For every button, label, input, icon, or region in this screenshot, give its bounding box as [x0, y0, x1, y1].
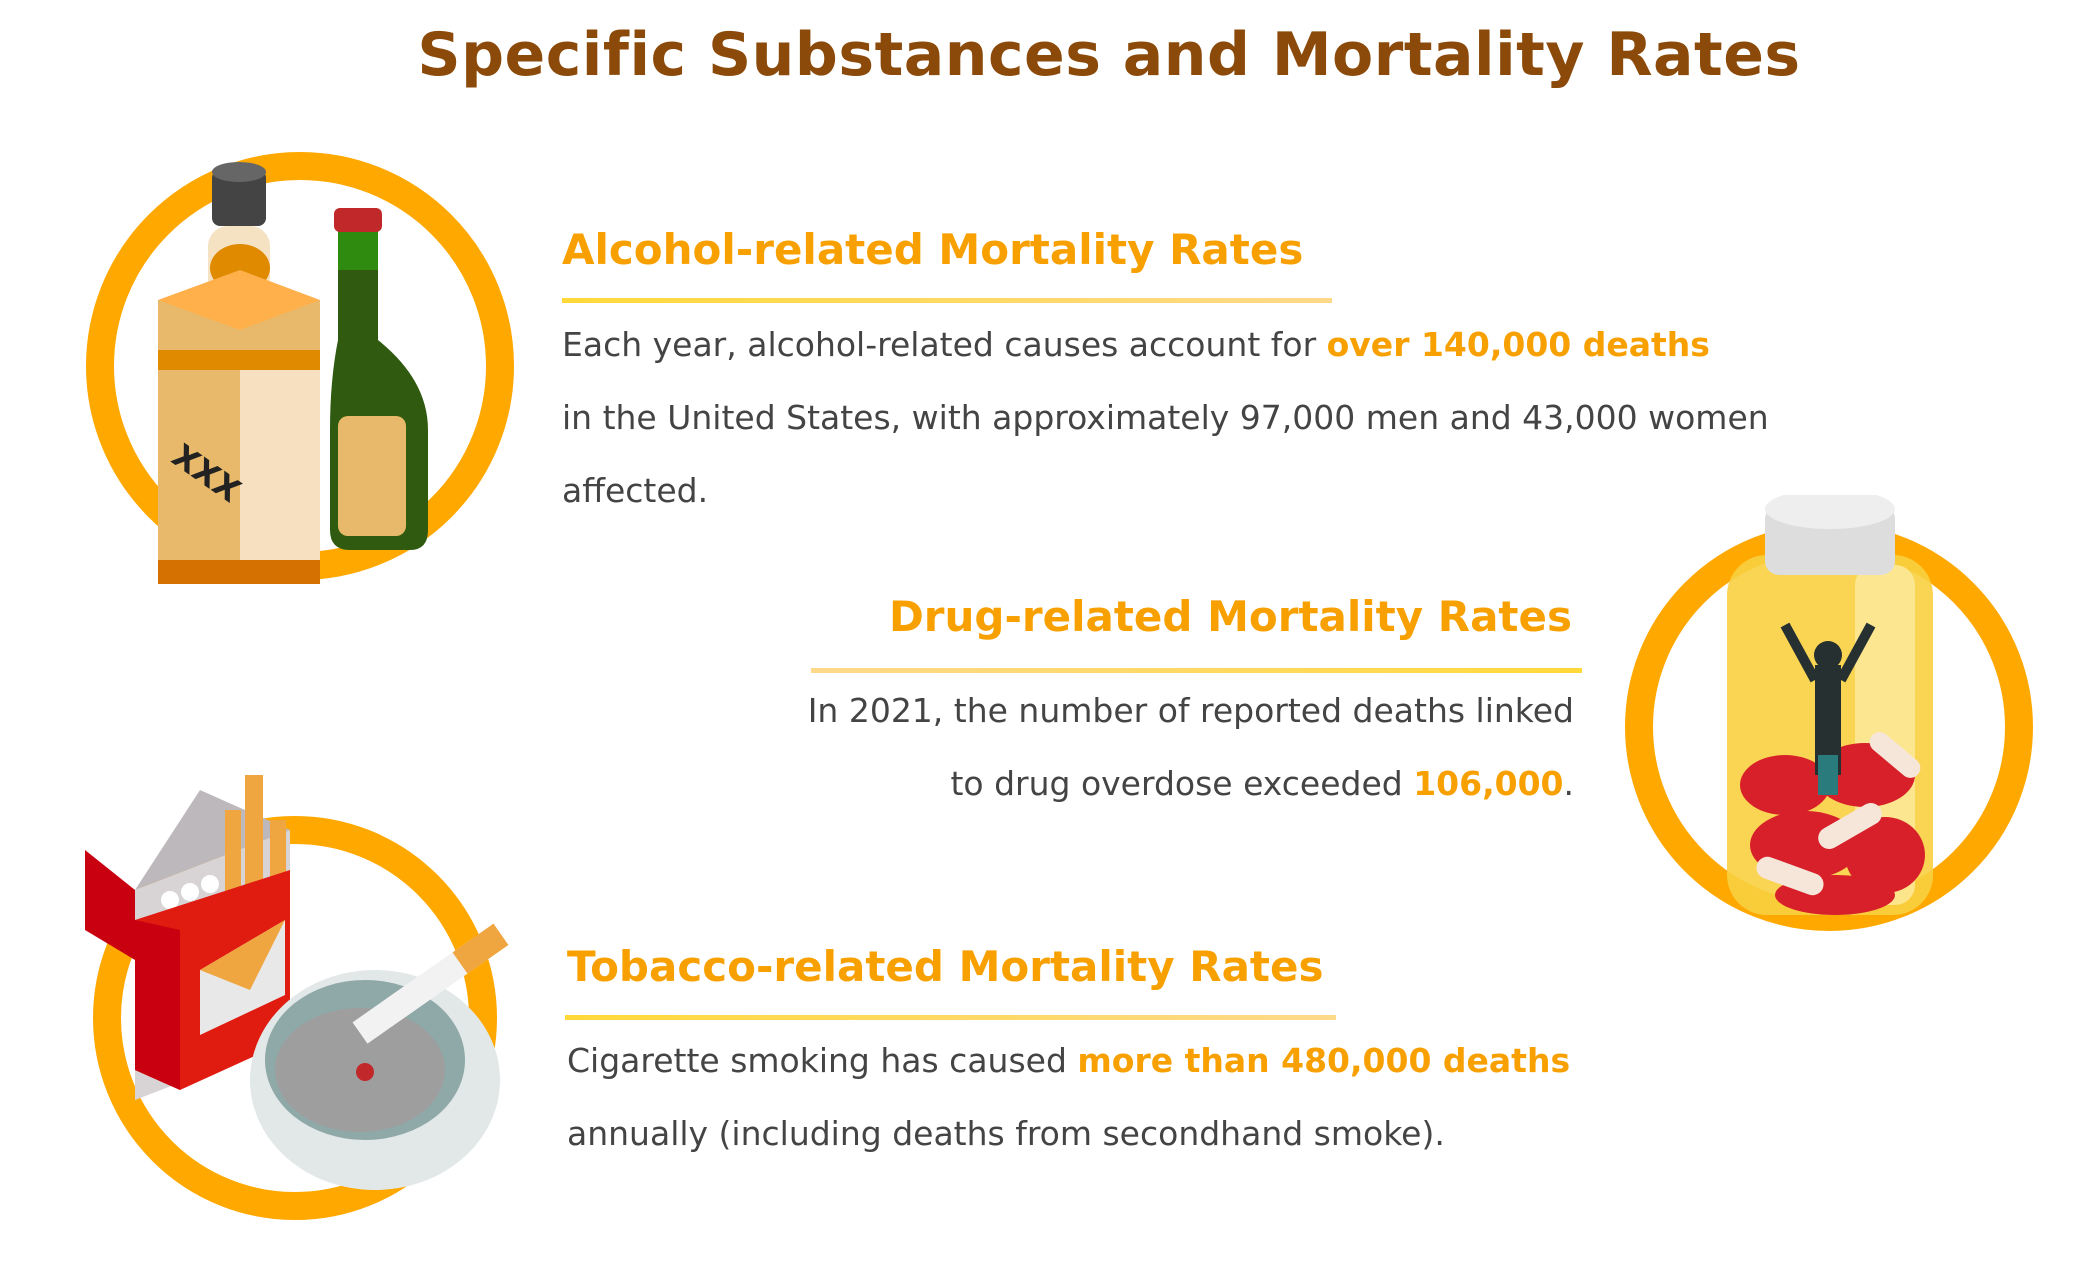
drug-heading: Drug-related Mortality Rates: [888, 592, 1572, 641]
alcohol-highlight: over 140,000 deaths: [1326, 325, 1710, 364]
tobacco-line-1-text: Cigarette smoking has caused: [567, 1041, 1078, 1080]
alcohol-divider: [562, 298, 1332, 303]
drug-divider: [811, 668, 1582, 673]
tobacco-line-1: Cigarette smoking has caused more than 4…: [567, 1024, 1570, 1097]
drug-line-1: In 2021, the number of reported deaths l…: [807, 691, 1574, 730]
tobacco-divider: [565, 1015, 1336, 1020]
drug-text: In 2021, the number of reported deaths l…: [808, 674, 1574, 820]
alcohol-bottles-icon: XXX: [86, 152, 514, 584]
drug-line-2: to drug overdose exceeded 106,000.: [808, 747, 1574, 820]
drug-line-2-end: .: [1563, 764, 1575, 803]
page-title: Specific Substances and Mortality Rates: [417, 20, 1801, 90]
pill-bottle-icon: [1625, 495, 2033, 931]
alcohol-line-2: in the United States, with approximately…: [562, 398, 1769, 437]
alcohol-text: Each year, alcohol-related causes accoun…: [562, 308, 1769, 527]
alcohol-line-1-text: Each year, alcohol-related causes accoun…: [562, 325, 1327, 364]
tobacco-heading: Tobacco-related Mortality Rates: [567, 942, 1324, 991]
alcohol-line-1: Each year, alcohol-related causes accoun…: [562, 308, 1769, 381]
alcohol-heading: Alcohol-related Mortality Rates: [562, 225, 1304, 274]
drug-highlight: 106,000: [1413, 764, 1564, 803]
cigarettes-ashtray-icon: [85, 775, 509, 1220]
tobacco-text: Cigarette smoking has caused more than 4…: [567, 1024, 1570, 1170]
alcohol-line-3: affected.: [562, 471, 709, 510]
drug-line-2-text: to drug overdose exceeded: [950, 764, 1414, 803]
tobacco-highlight: more than 480,000 deaths: [1077, 1041, 1571, 1080]
tobacco-line-2: annually (including deaths from secondha…: [567, 1114, 1445, 1153]
